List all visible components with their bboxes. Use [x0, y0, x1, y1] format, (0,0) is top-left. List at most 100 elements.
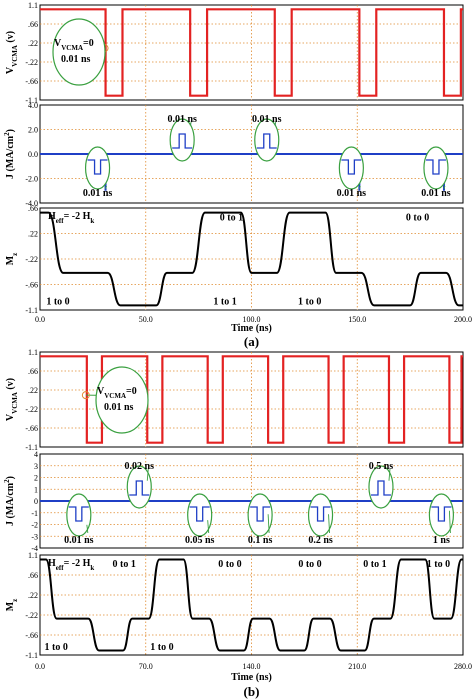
heff-label-part: eff	[56, 564, 64, 572]
zoom-ellipse	[368, 465, 394, 509]
vcma-zero-label-part: =0	[83, 38, 94, 49]
spike-zoom-inset: 0.05 ns	[185, 493, 215, 546]
y-axis-label-part: V	[5, 413, 16, 421]
y-tick-label: 4	[34, 450, 38, 459]
y-axis-label-part: )	[5, 129, 16, 132]
y-tick-label: -.66	[25, 281, 38, 290]
transition-label: 0 to 1	[113, 559, 136, 570]
y-tick-label: -.66	[25, 424, 38, 433]
x-tick-label: 0.0	[35, 315, 45, 324]
vcma-zero-label-part: V	[54, 38, 62, 49]
zoom-pulse-shape	[310, 506, 331, 522]
y-tick-label: -3	[31, 532, 38, 541]
zoom-ellipse	[187, 493, 213, 537]
y-tick-label: 1	[34, 485, 38, 494]
y-axis-label-part: z	[11, 253, 19, 256]
y-axis-label-part: (v)	[5, 31, 16, 43]
voltage-waveform	[40, 8, 463, 97]
zoom-ellipse	[307, 493, 334, 537]
zoom-pulse-shape	[256, 133, 277, 149]
magnet-panel: .66 .22 -.22 -.66 -1.1 Mz Heff= -2 Hk 0 to 1 0 t…	[5, 204, 464, 315]
y-tick-label: -1.1	[25, 306, 38, 315]
heff-label-part: = -2 H	[64, 558, 91, 569]
transition-label: 0 to 0	[218, 559, 241, 570]
pulse-duration-label: 0.01 ns	[61, 54, 91, 65]
magnet-panel: 1.1 .66 .22 -.22 -.66 -1.1 Mz Heff= -2 Hk 0 to 1…	[5, 551, 464, 660]
y-axis-label: VVCMA (v)	[5, 378, 19, 421]
y-axis-label-part: VCMA	[11, 392, 19, 414]
transition-label: 1 to 0	[46, 297, 69, 308]
x-tick-label: 100.0	[243, 315, 261, 324]
y-tick-label: .22	[28, 591, 38, 600]
pulse-width-label: 0.01 ns	[167, 114, 197, 125]
voltage-plot-frame	[39, 4, 464, 101]
zoom-ellipse	[423, 146, 449, 190]
y-tick-label: 1.1	[28, 348, 38, 357]
transition-label: 0 to 0	[406, 212, 429, 223]
pulse-width-label: 0.01 ns	[421, 188, 451, 199]
y-tick-label: -.22	[25, 255, 38, 264]
annotation-ellipse	[95, 366, 149, 434]
zoom-ellipse	[247, 493, 273, 537]
transition-label: 0 to 1	[363, 559, 386, 570]
pulse-width-label: 0.02 ns	[125, 461, 155, 472]
pulse-width-label: 0.05 ns	[185, 535, 215, 546]
heff-label-part: H	[48, 211, 56, 222]
spike-zoom-inset: 0.5 ns	[368, 461, 394, 509]
y-tick-label: .66	[28, 204, 38, 213]
y-axis-label: J (MA/cm2)	[3, 129, 16, 179]
y-tick-label: 0	[34, 497, 38, 506]
x-tick-label: 70.0	[139, 662, 153, 671]
y-axis-label: Mz	[5, 599, 19, 612]
spike-zoom-inset: 0.02 ns	[125, 461, 155, 509]
x-tick-label: 280.0	[454, 662, 472, 671]
transition-label: 1 to 0	[45, 642, 68, 653]
x-tick-label: 150.0	[348, 315, 366, 324]
pulse-width-label: 0.2 ns	[308, 535, 333, 546]
y-axis-label-part: 2	[3, 132, 11, 136]
zoom-pointer	[358, 185, 361, 189]
zoom-pulse-shape	[189, 506, 210, 522]
zoom-pointer	[189, 121, 192, 126]
x-axis-label: Time (ns)	[231, 323, 272, 334]
vcma-zero-label-part: VCMA	[61, 44, 83, 52]
x-tick-label: 140.0	[243, 662, 261, 671]
y-tick-label: -.66	[25, 77, 38, 86]
vcma-zero-label-part: =0	[126, 386, 137, 397]
transition-label: 1 to 0	[298, 297, 321, 308]
zoom-pulse-shape	[68, 506, 89, 522]
spike-zoom-inset: 0.01 ns	[252, 114, 282, 162]
figure-caption: (b)	[244, 684, 260, 699]
zoom-pulse-shape	[425, 159, 446, 175]
spike-zoom-inset: 0.2 ns	[307, 493, 334, 546]
zoom-ellipse	[126, 465, 152, 509]
x-tick-label: 210.0	[348, 662, 366, 671]
y-tick-label: .66	[28, 367, 38, 376]
spike-zoom-inset: 0.01 ns	[421, 146, 451, 199]
pulse-width-label: 0.01 ns	[83, 188, 113, 199]
y-axis-label-part: (v)	[5, 378, 16, 390]
zoom-pointer	[86, 524, 89, 534]
transition-label: 1 to 0	[427, 559, 450, 570]
zoom-pulse-shape	[87, 159, 108, 175]
y-axis-label-part: M	[5, 601, 16, 611]
transition-label: 1 to 0	[150, 642, 173, 653]
y-tick-label: .22	[28, 386, 38, 395]
y-tick-label: -.66	[25, 631, 38, 640]
vcma-zero-label: VVCMA=0	[97, 386, 137, 400]
y-tick-label: -.22	[25, 58, 38, 67]
zoom-pointer	[328, 514, 330, 534]
y-tick-label: .22	[28, 39, 38, 48]
zoom-pointer	[443, 185, 446, 189]
annotation-ellipse	[52, 18, 106, 86]
y-axis-label-part: 2	[3, 479, 11, 483]
zoom-ellipse	[338, 146, 364, 190]
spike-zoom-inset: 0.01 ns	[64, 493, 94, 546]
y-tick-label: -1.1	[25, 651, 38, 660]
y-tick-label: -2	[31, 521, 38, 530]
heff-label: Heff= -2 Hk	[48, 558, 94, 572]
